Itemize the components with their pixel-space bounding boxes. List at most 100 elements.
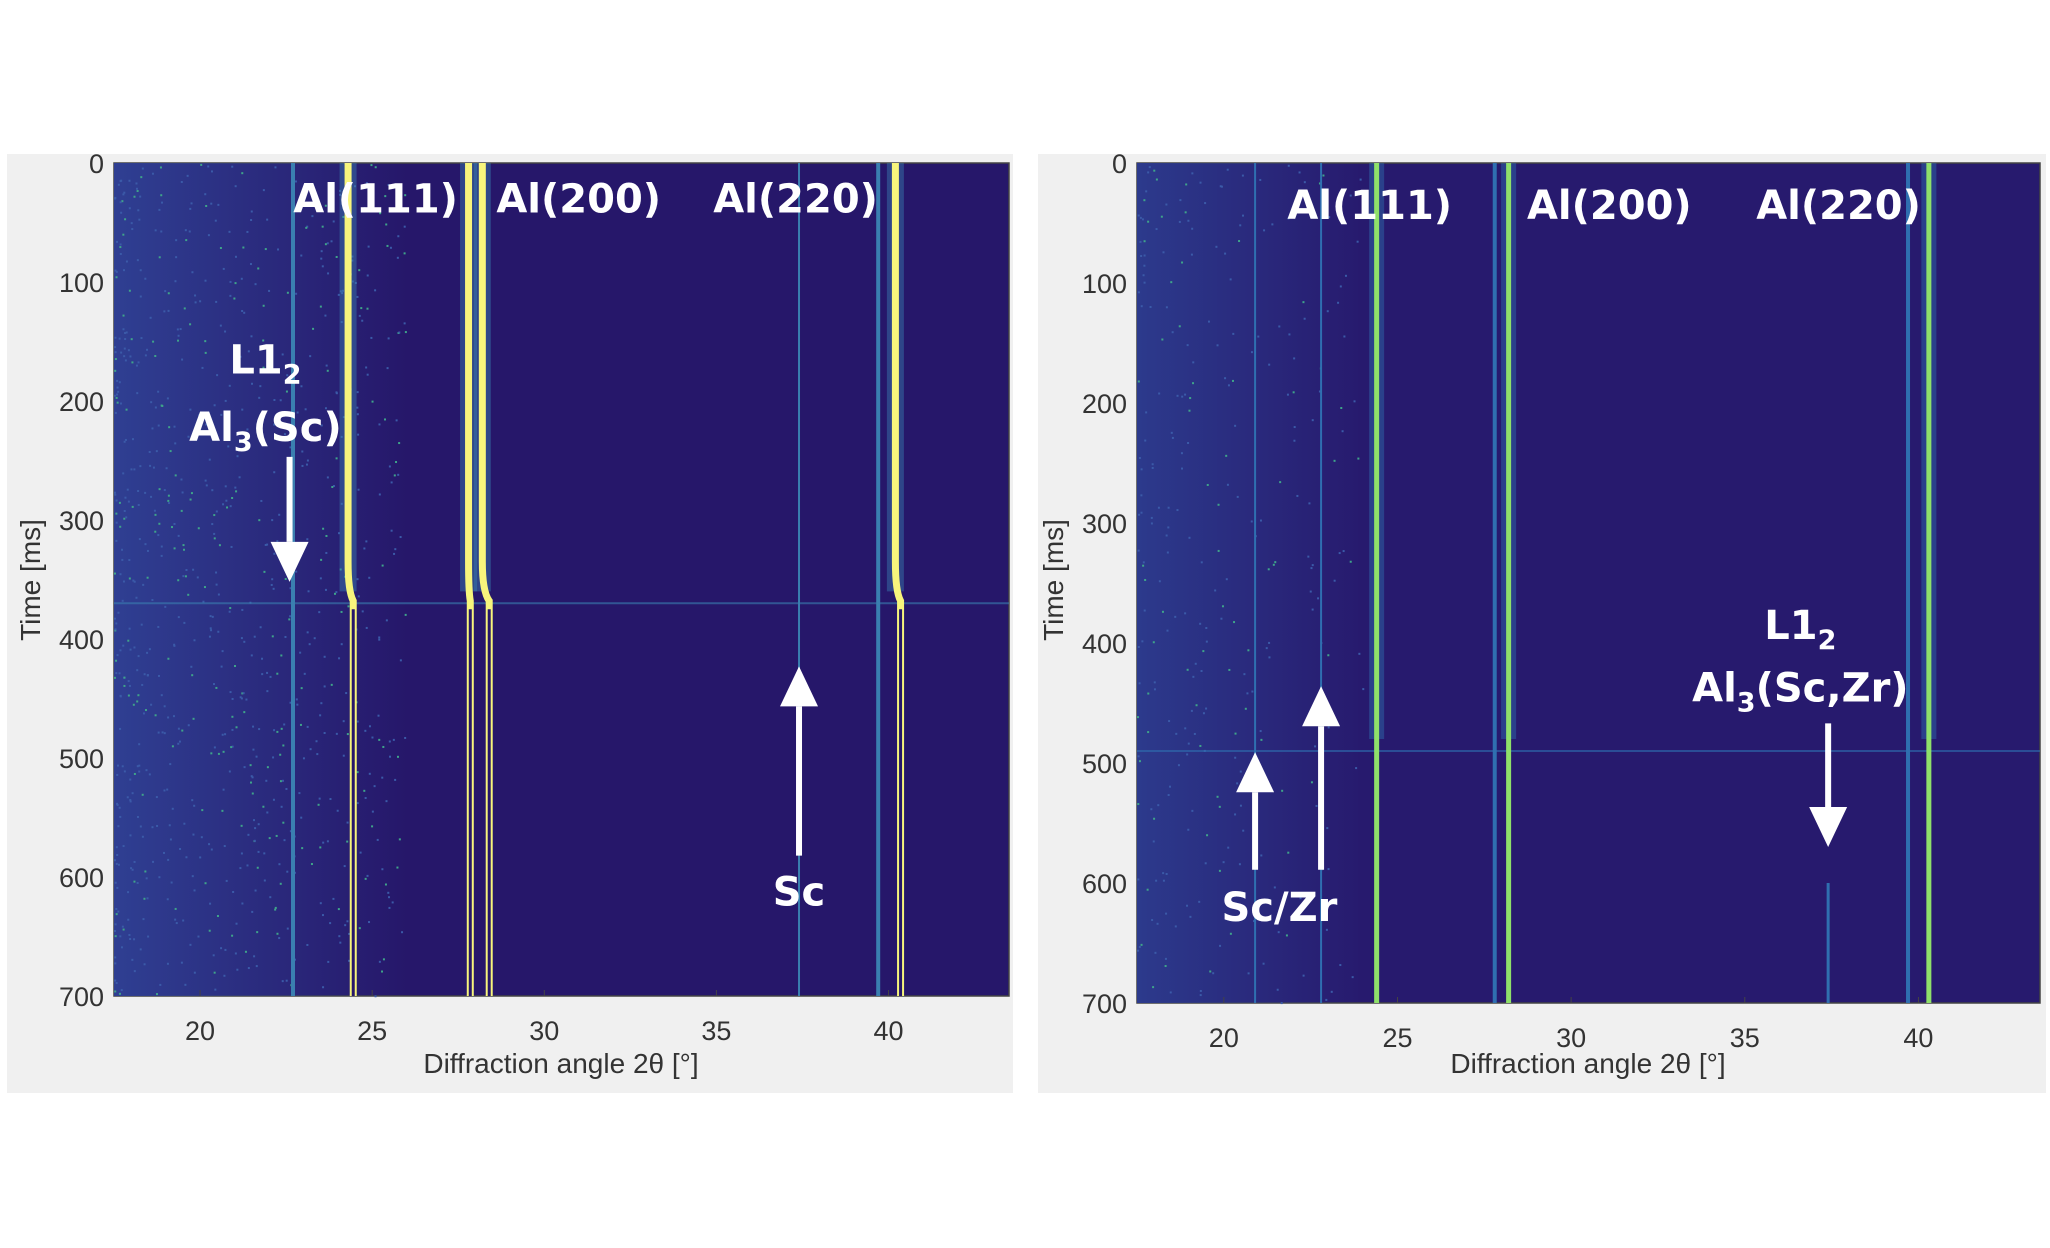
- noise-speck: [177, 339, 180, 342]
- noise-speck: [215, 571, 218, 574]
- noise-speck: [121, 925, 124, 928]
- noise-speck: [1277, 931, 1280, 934]
- noise-speck: [1142, 274, 1145, 277]
- noise-speck: [236, 455, 239, 458]
- noise-speck: [246, 864, 249, 867]
- noise-speck: [295, 698, 298, 701]
- noise-speck: [118, 992, 121, 995]
- noise-speck: [1287, 217, 1290, 220]
- noise-speck: [1184, 727, 1187, 730]
- noise-speck: [123, 509, 126, 512]
- noise-speck: [166, 898, 169, 901]
- noise-speck: [306, 538, 309, 541]
- annotation-arrow-head: [1236, 752, 1275, 793]
- y-tick-label: 500: [59, 744, 104, 774]
- noise-speck: [123, 770, 126, 773]
- noise-band: [114, 163, 407, 996]
- noise-speck: [225, 499, 228, 502]
- noise-speck: [1165, 306, 1168, 309]
- noise-speck: [135, 364, 138, 367]
- noise-speck: [1326, 310, 1329, 313]
- noise-speck: [1315, 804, 1318, 807]
- noise-speck: [146, 674, 149, 677]
- noise-speck: [251, 910, 254, 913]
- noise-speck: [116, 886, 119, 889]
- noise-speck: [192, 717, 195, 720]
- noise-speck: [115, 276, 118, 279]
- noise-speck: [254, 283, 257, 286]
- noise-speck: [180, 478, 183, 481]
- noise-speck: [117, 863, 120, 866]
- noise-speck: [138, 538, 141, 541]
- noise-speck: [148, 648, 151, 651]
- noise-speck: [158, 208, 161, 211]
- noise-speck: [131, 792, 134, 795]
- noise-speck: [146, 897, 149, 900]
- noise-speck: [265, 779, 268, 782]
- noise-speck: [143, 963, 146, 966]
- x-axis-label: Diffraction angle 2θ [°]: [423, 1048, 698, 1079]
- noise-speck: [118, 806, 121, 809]
- noise-speck: [378, 738, 381, 741]
- noise-speck: [114, 676, 117, 679]
- noise-speck: [177, 727, 180, 730]
- noise-speck: [1359, 178, 1362, 181]
- noise-speck: [247, 967, 250, 970]
- noise-speck: [1318, 390, 1321, 393]
- noise-speck: [1155, 228, 1158, 231]
- noise-speck: [289, 830, 292, 833]
- noise-speck: [330, 240, 333, 243]
- noise-speck: [391, 901, 394, 904]
- noise-speck: [365, 208, 368, 211]
- noise-speck: [114, 628, 117, 631]
- noise-speck: [382, 745, 385, 748]
- noise-speck: [140, 337, 143, 340]
- noise-speck: [351, 259, 354, 262]
- noise-speck: [173, 644, 176, 647]
- noise-speck: [280, 805, 283, 808]
- noise-speck: [307, 590, 310, 593]
- noise-speck: [1274, 561, 1277, 564]
- y-tick-label: 300: [1082, 509, 1127, 539]
- noise-speck: [129, 355, 132, 358]
- noise-speck: [1205, 627, 1208, 630]
- noise-speck: [145, 769, 148, 772]
- noise-speck: [1194, 662, 1197, 665]
- noise-speck: [154, 714, 157, 717]
- noise-speck: [1169, 991, 1172, 994]
- noise-speck: [1145, 190, 1148, 193]
- noise-speck: [304, 408, 307, 411]
- noise-speck: [1170, 431, 1173, 434]
- noise-speck: [1137, 755, 1140, 758]
- noise-speck: [116, 393, 119, 396]
- noise-speck: [122, 314, 125, 317]
- noise-speck: [1202, 650, 1205, 653]
- noise-speck: [119, 573, 122, 576]
- noise-speck: [246, 230, 249, 233]
- noise-speck: [1148, 166, 1151, 169]
- noise-speck: [269, 896, 272, 899]
- noise-speck: [1243, 673, 1246, 676]
- noise-speck: [173, 643, 176, 646]
- noise-speck: [398, 331, 401, 334]
- noise-speck: [133, 970, 136, 973]
- noise-speck: [119, 180, 122, 183]
- x-tick-label: 40: [873, 1016, 903, 1046]
- noise-speck: [258, 728, 261, 731]
- noise-speck: [1342, 550, 1345, 553]
- noise-speck: [376, 838, 379, 841]
- noise-speck: [1218, 805, 1221, 808]
- noise-speck: [1260, 854, 1263, 857]
- noise-speck: [232, 890, 235, 893]
- noise-speck: [1137, 549, 1140, 552]
- noise-speck: [183, 307, 186, 310]
- noise-speck: [135, 182, 138, 185]
- noise-speck: [1176, 509, 1179, 512]
- peak-line: [891, 163, 905, 996]
- noise-speck: [132, 703, 135, 706]
- noise-speck: [157, 625, 160, 628]
- noise-speck: [324, 204, 327, 207]
- noise-speck: [212, 683, 215, 686]
- noise-speck: [174, 918, 177, 921]
- noise-speck: [388, 465, 391, 468]
